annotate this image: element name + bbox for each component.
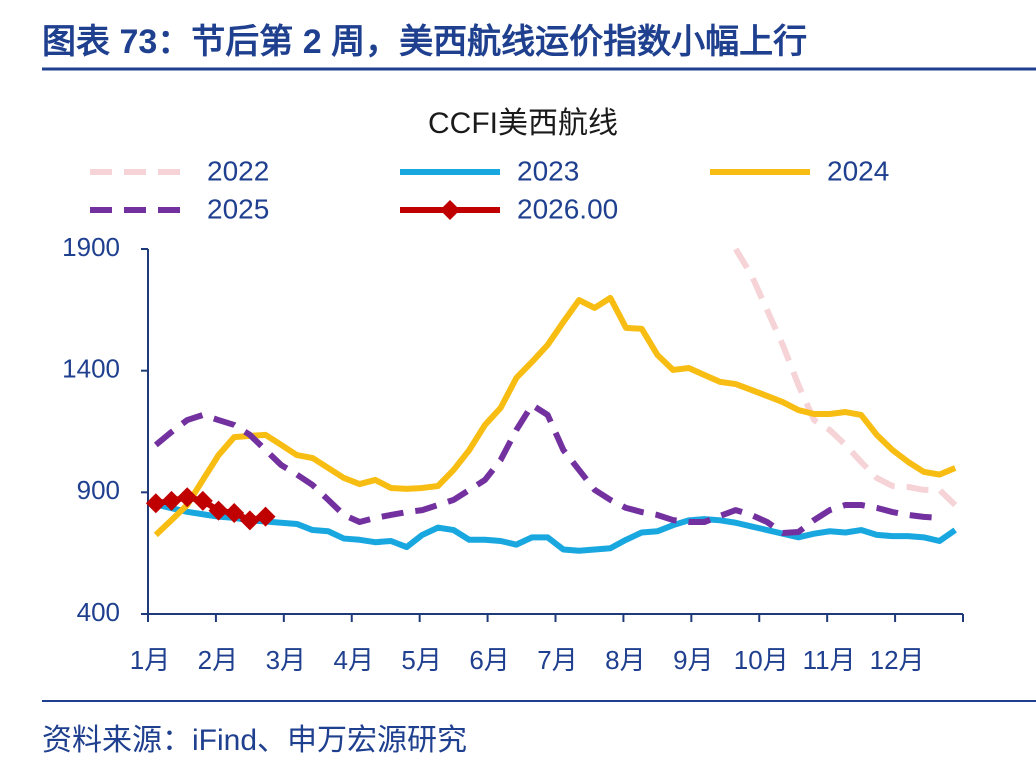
x-tick-label: 4月	[334, 645, 374, 675]
series-marker	[192, 490, 213, 511]
x-tick-label: 10月	[734, 645, 789, 675]
chart-title: CCFI美西航线	[428, 107, 618, 140]
series-marker	[239, 510, 260, 531]
x-tick-label: 7月	[537, 645, 577, 675]
source-note: 资料来源：iFind、申万宏源研究	[42, 724, 467, 757]
y-tick-label: 900	[77, 475, 120, 505]
legend-label: 2022	[207, 155, 269, 186]
x-tick-label: 2月	[198, 645, 238, 675]
x-tick-label: 1月	[130, 645, 170, 675]
y-tick-label: 400	[77, 597, 120, 627]
y-tick-label: 1900	[62, 232, 120, 262]
series-marker	[161, 490, 182, 511]
figure-title: 图表 73：节后第 2 周，美西航线运价指数小幅上行	[42, 22, 807, 61]
x-tick-label: 6月	[469, 645, 509, 675]
legend-label: 2023	[517, 155, 579, 186]
series-marker	[224, 503, 245, 524]
x-tick-label: 11月	[803, 645, 856, 675]
series-line	[153, 401, 940, 536]
legend-label: 2026.00	[517, 193, 618, 224]
legend-marker	[440, 200, 460, 220]
x-tick-label: 8月	[605, 645, 645, 675]
series-marker	[145, 493, 166, 514]
x-tick-label: 12月	[870, 645, 925, 675]
series-line	[153, 294, 957, 538]
series-marker	[177, 487, 198, 508]
y-tick-label: 1400	[62, 354, 120, 384]
series-marker	[255, 506, 276, 527]
x-tick-label: 3月	[266, 645, 306, 675]
legend-label: 2024	[827, 155, 889, 186]
x-tick-label: 5月	[401, 645, 441, 675]
series-marker	[208, 500, 229, 521]
series-line	[155, 501, 957, 554]
series-line	[733, 247, 958, 508]
x-tick-label: 9月	[673, 645, 713, 675]
legend-label: 2025	[207, 193, 269, 224]
